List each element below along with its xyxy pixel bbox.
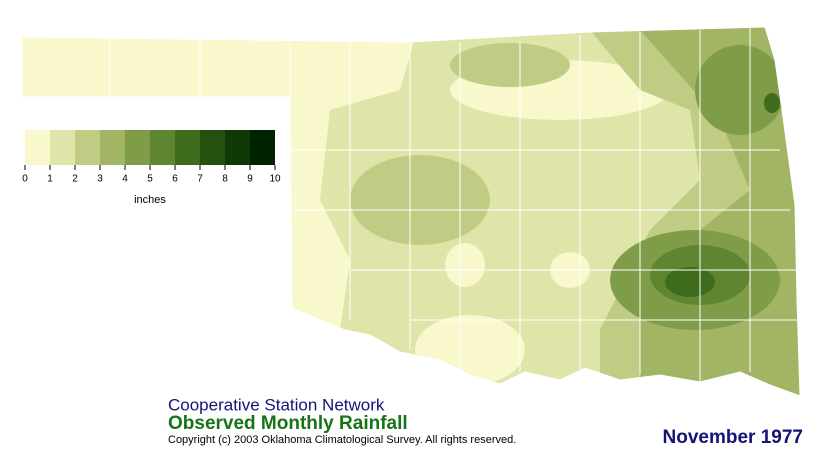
legend: 0 1 2 3 4 5 6 7 8 9 10 (22, 130, 281, 185)
legend-tick-label: 10 (269, 174, 281, 185)
legend-swatch (50, 130, 75, 165)
legend-tick-label: 8 (222, 174, 228, 185)
legend-swatch (75, 130, 100, 165)
legend-tick-label: 6 (172, 174, 178, 185)
map-date: November 1977 (663, 427, 803, 448)
legend-swatch (250, 130, 275, 165)
legend-tick-label: 7 (197, 174, 203, 185)
legend-tick-label: 4 (122, 174, 128, 185)
legend-swatch (175, 130, 200, 165)
legend-tick-label: 3 (97, 174, 103, 185)
legend-tick-label: 9 (247, 174, 253, 185)
legend-tick-label: 1 (47, 174, 53, 185)
legend-tick-label: 5 (147, 174, 153, 185)
legend-swatch (150, 130, 175, 165)
legend-tick-label: 2 (72, 174, 78, 185)
legend-swatch (225, 130, 250, 165)
copyright: Copyright (c) 2003 Oklahoma Climatologic… (168, 434, 516, 446)
legend-swatch (100, 130, 125, 165)
legend-tick-label: 0 (22, 174, 28, 185)
legend-swatch (200, 130, 225, 165)
legend-swatch (125, 130, 150, 165)
legend-unit: inches (134, 194, 166, 206)
map-title: Observed Monthly Rainfall (168, 413, 408, 434)
network-title: Cooperative Station Network (168, 395, 385, 414)
legend-swatch (25, 130, 50, 165)
